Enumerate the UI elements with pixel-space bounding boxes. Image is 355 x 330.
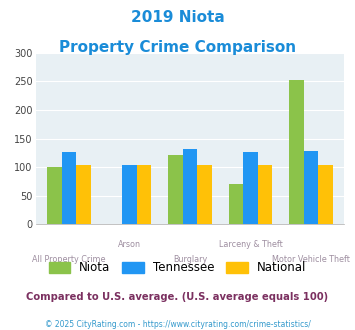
Text: 2019 Niota: 2019 Niota bbox=[131, 10, 224, 25]
Bar bbox=[183, 149, 197, 224]
Bar bbox=[76, 165, 91, 224]
Bar bbox=[137, 165, 151, 224]
Text: Larceny & Theft: Larceny & Theft bbox=[219, 240, 282, 249]
Bar bbox=[47, 167, 61, 224]
Bar bbox=[243, 152, 258, 224]
Bar bbox=[168, 155, 183, 224]
Bar bbox=[289, 80, 304, 224]
Bar bbox=[258, 165, 272, 224]
Bar bbox=[197, 165, 212, 224]
Bar bbox=[229, 184, 243, 224]
Text: Compared to U.S. average. (U.S. average equals 100): Compared to U.S. average. (U.S. average … bbox=[26, 292, 329, 302]
Legend: Niota, Tennessee, National: Niota, Tennessee, National bbox=[44, 257, 311, 279]
Text: All Property Crime: All Property Crime bbox=[32, 255, 105, 264]
Text: Motor Vehicle Theft: Motor Vehicle Theft bbox=[272, 255, 350, 264]
Bar bbox=[61, 152, 76, 224]
Text: © 2025 CityRating.com - https://www.cityrating.com/crime-statistics/: © 2025 CityRating.com - https://www.city… bbox=[45, 320, 310, 329]
Bar bbox=[318, 165, 333, 224]
Text: Arson: Arson bbox=[118, 240, 141, 249]
Bar bbox=[122, 165, 137, 224]
Text: Property Crime Comparison: Property Crime Comparison bbox=[59, 40, 296, 54]
Text: Burglary: Burglary bbox=[173, 255, 207, 264]
Bar bbox=[304, 150, 318, 224]
